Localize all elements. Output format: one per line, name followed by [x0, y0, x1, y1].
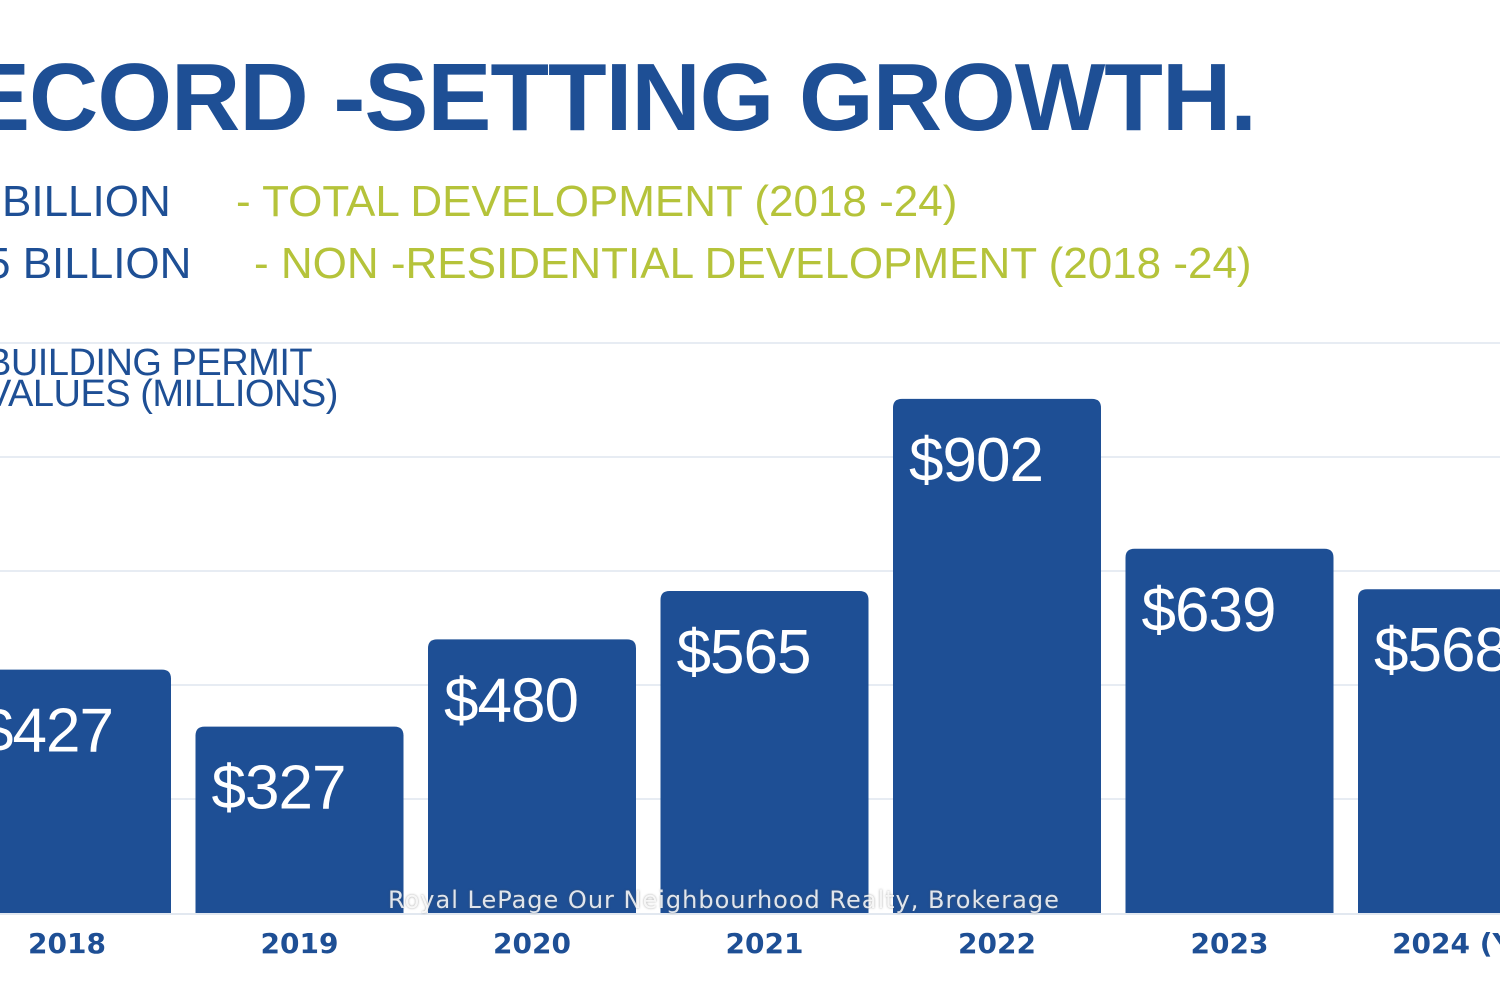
stat-non-residential-development: 5 BILLION - NON -RESIDENTIAL DEVELOPMENT…: [0, 239, 1252, 288]
bars: [0, 398, 1500, 913]
stat-amount: 5 BILLION: [0, 239, 192, 288]
data-label: $480: [444, 666, 578, 735]
x-tick-label: 2019: [261, 927, 339, 960]
bar-2023: [1125, 548, 1334, 913]
x-tick-label: 2021: [726, 927, 804, 960]
data-label: $639: [1142, 576, 1276, 645]
x-tick-label: 2018: [28, 927, 106, 960]
y-axis-label: BUILDING PERMIT VALUES (MILLIONS): [0, 342, 338, 415]
bar-2020: [428, 639, 636, 913]
y-axis-label-line: BUILDING PERMIT: [0, 342, 313, 384]
bar-2022: [893, 398, 1101, 913]
bar-2018: [0, 669, 171, 913]
stat-description: - TOTAL DEVELOPMENT (2018 -24): [236, 177, 958, 226]
x-tick-label: 2024 (YT: [1392, 927, 1500, 960]
data-label: $427: [0, 697, 113, 766]
data-label: $327: [212, 754, 346, 823]
stat-amount: BILLION: [2, 177, 171, 226]
data-label: $568: [1374, 616, 1500, 685]
stat-total-development: BILLION - TOTAL DEVELOPMENT (2018 -24): [2, 177, 957, 226]
x-tick-label: 2022: [958, 927, 1036, 960]
watermark: Royal LePage Our Neighbourhood Realty, B…: [388, 886, 1060, 914]
data-label: $902: [909, 426, 1043, 495]
stat-description: - NON -RESIDENTIAL DEVELOPMENT (2018 -24…: [254, 239, 1252, 288]
data-labels: $427 $327 $480 $565 $902 $639 $568: [0, 426, 1500, 823]
y-axis-label-line: VALUES (MILLIONS): [0, 373, 338, 415]
bar-2019: [195, 726, 404, 913]
x-tick-labels: 2018 2019 2020 2021 2022 2023 2024 (YT: [28, 927, 1500, 960]
x-tick-label: 2023: [1191, 927, 1269, 960]
chart-headline: ECORD -SETTING GROWTH.: [0, 44, 1257, 151]
bar-2024yt: [1358, 589, 1500, 913]
x-tick-label: 2020: [493, 927, 571, 960]
data-label: $565: [677, 618, 811, 687]
bar-2021: [660, 590, 869, 913]
